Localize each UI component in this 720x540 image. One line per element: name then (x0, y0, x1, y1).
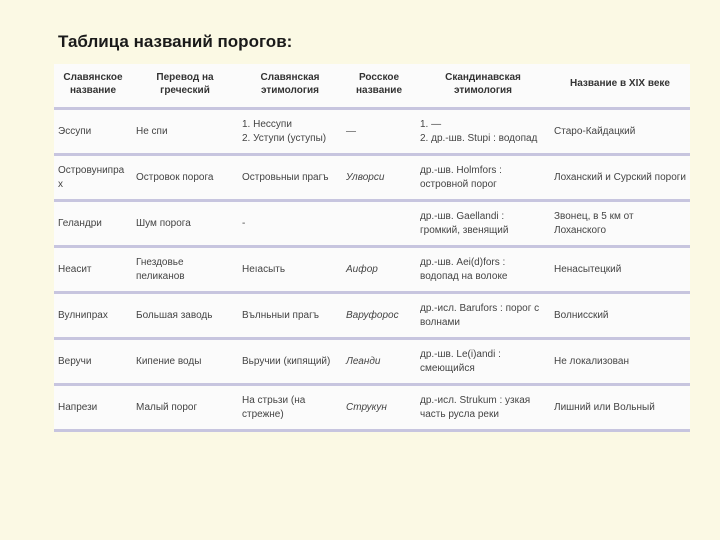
cell: др.-шв. Aei(d)fors : водопад на волоке (416, 247, 550, 293)
col-greek-trans: Перевод на греческий (132, 64, 238, 109)
cell: Островунипрах (54, 155, 132, 201)
cell: Неıасыть (238, 247, 342, 293)
cell: Шум порога (132, 201, 238, 247)
cell: 1. Нессупи2. Уступи (уступы) (238, 109, 342, 155)
cell: 1. —2. др.-шв. Stupi : водопад (416, 109, 550, 155)
cell: Веручи (54, 339, 132, 385)
cell: др.-исл. Strukum : узкая часть русла рек… (416, 385, 550, 431)
col-19c-name: Название в XIX веке (550, 64, 690, 109)
page-title: Таблица названий порогов: (58, 32, 696, 52)
cell: др.-шв. Le(i)andi : смеющийся (416, 339, 550, 385)
table-row: Геландри Шум порога - др.-шв. Gaellandi … (54, 201, 690, 247)
cell: Аифор (342, 247, 416, 293)
cell: Напрези (54, 385, 132, 431)
cell: На стрьзи (на стрежне) (238, 385, 342, 431)
cell: Струкун (342, 385, 416, 431)
cell: др.-исл. Barufors : порог с волнами (416, 293, 550, 339)
cell: Гнездовье пеликанов (132, 247, 238, 293)
cell: Кипение воды (132, 339, 238, 385)
cell: Вулнипрах (54, 293, 132, 339)
rapids-table: Славянское название Перевод на греческий… (54, 64, 690, 432)
cell: Большая заводь (132, 293, 238, 339)
cell: Геландри (54, 201, 132, 247)
cell: Малый порог (132, 385, 238, 431)
cell: Улворси (342, 155, 416, 201)
cell: Эссупи (54, 109, 132, 155)
cell: Варуфорос (342, 293, 416, 339)
cell: Лоханский и Сурский пороги (550, 155, 690, 201)
cell: др.-шв. Gaellandi : громкий, звенящий (416, 201, 550, 247)
cell: Старо-Кайдацкий (550, 109, 690, 155)
cell: Не локализован (550, 339, 690, 385)
cell: — (342, 109, 416, 155)
col-ross-name: Росское название (342, 64, 416, 109)
table-row: Вулнипрах Большая заводь Вълньныи прагъ … (54, 293, 690, 339)
cell: Волнисский (550, 293, 690, 339)
table-row: Веручи Кипение воды Вьручии (кипящий) Ле… (54, 339, 690, 385)
col-slavic-name: Славянское название (54, 64, 132, 109)
cell: Ненасытецкий (550, 247, 690, 293)
cell: Островьныи прагъ (238, 155, 342, 201)
cell: Лишний или Вольный (550, 385, 690, 431)
col-slavic-etym: Славянская этимология (238, 64, 342, 109)
cell: Вълньныи прагъ (238, 293, 342, 339)
col-scand-etym: Скандинавская этимология (416, 64, 550, 109)
cell: Не спи (132, 109, 238, 155)
table-header-row: Славянское название Перевод на греческий… (54, 64, 690, 109)
cell: - (238, 201, 342, 247)
cell: Вьручии (кипящий) (238, 339, 342, 385)
table-row: Неасит Гнездовье пеликанов Неıасыть Аифо… (54, 247, 690, 293)
table-row: Островунипрах Островок порога Островьныи… (54, 155, 690, 201)
cell: др.-шв. Holmfors : островной порог (416, 155, 550, 201)
cell: Неасит (54, 247, 132, 293)
cell (342, 201, 416, 247)
cell: Леанди (342, 339, 416, 385)
cell: Островок порога (132, 155, 238, 201)
table-row: Напрези Малый порог На стрьзи (на стрежн… (54, 385, 690, 431)
cell: Звонец, в 5 км от Лоханского (550, 201, 690, 247)
table-row: Эссупи Не спи 1. Нессупи2. Уступи (уступ… (54, 109, 690, 155)
